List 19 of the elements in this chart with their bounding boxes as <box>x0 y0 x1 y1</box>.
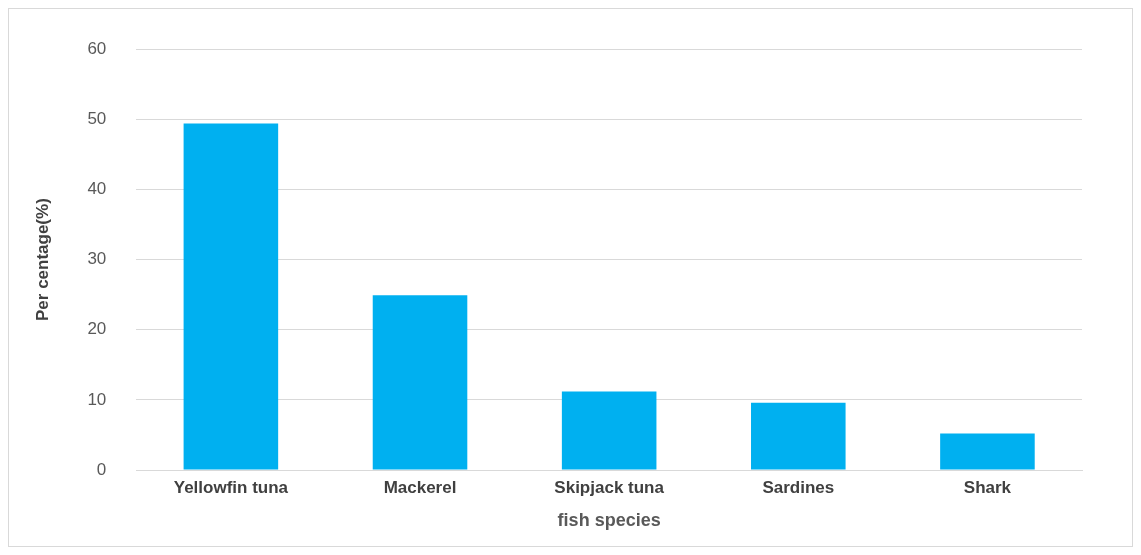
bar <box>183 123 279 470</box>
x-axis-title: fish species <box>557 510 661 531</box>
y-tick-label: 0 <box>96 459 107 479</box>
x-tick-label: Skipjack tuna <box>554 477 665 497</box>
x-tick-label: Shark <box>963 477 1012 497</box>
bar <box>751 402 846 470</box>
y-tick-label: 60 <box>87 38 107 58</box>
y-tick-label: 20 <box>87 319 107 339</box>
y-axis-title: Per centage(%) <box>32 198 52 322</box>
y-tick-label: 40 <box>87 179 107 199</box>
bar <box>940 433 1035 470</box>
x-tick-label: Mackerel <box>383 477 457 497</box>
y-tick-label: 50 <box>87 109 107 129</box>
x-tick-label: Sardines <box>762 477 835 497</box>
x-tick-label: Yellowfin tuna <box>173 477 289 497</box>
y-tick-label: 10 <box>87 389 107 409</box>
bar <box>372 295 468 470</box>
bar <box>561 391 657 470</box>
y-tick-label: 30 <box>87 249 107 269</box>
